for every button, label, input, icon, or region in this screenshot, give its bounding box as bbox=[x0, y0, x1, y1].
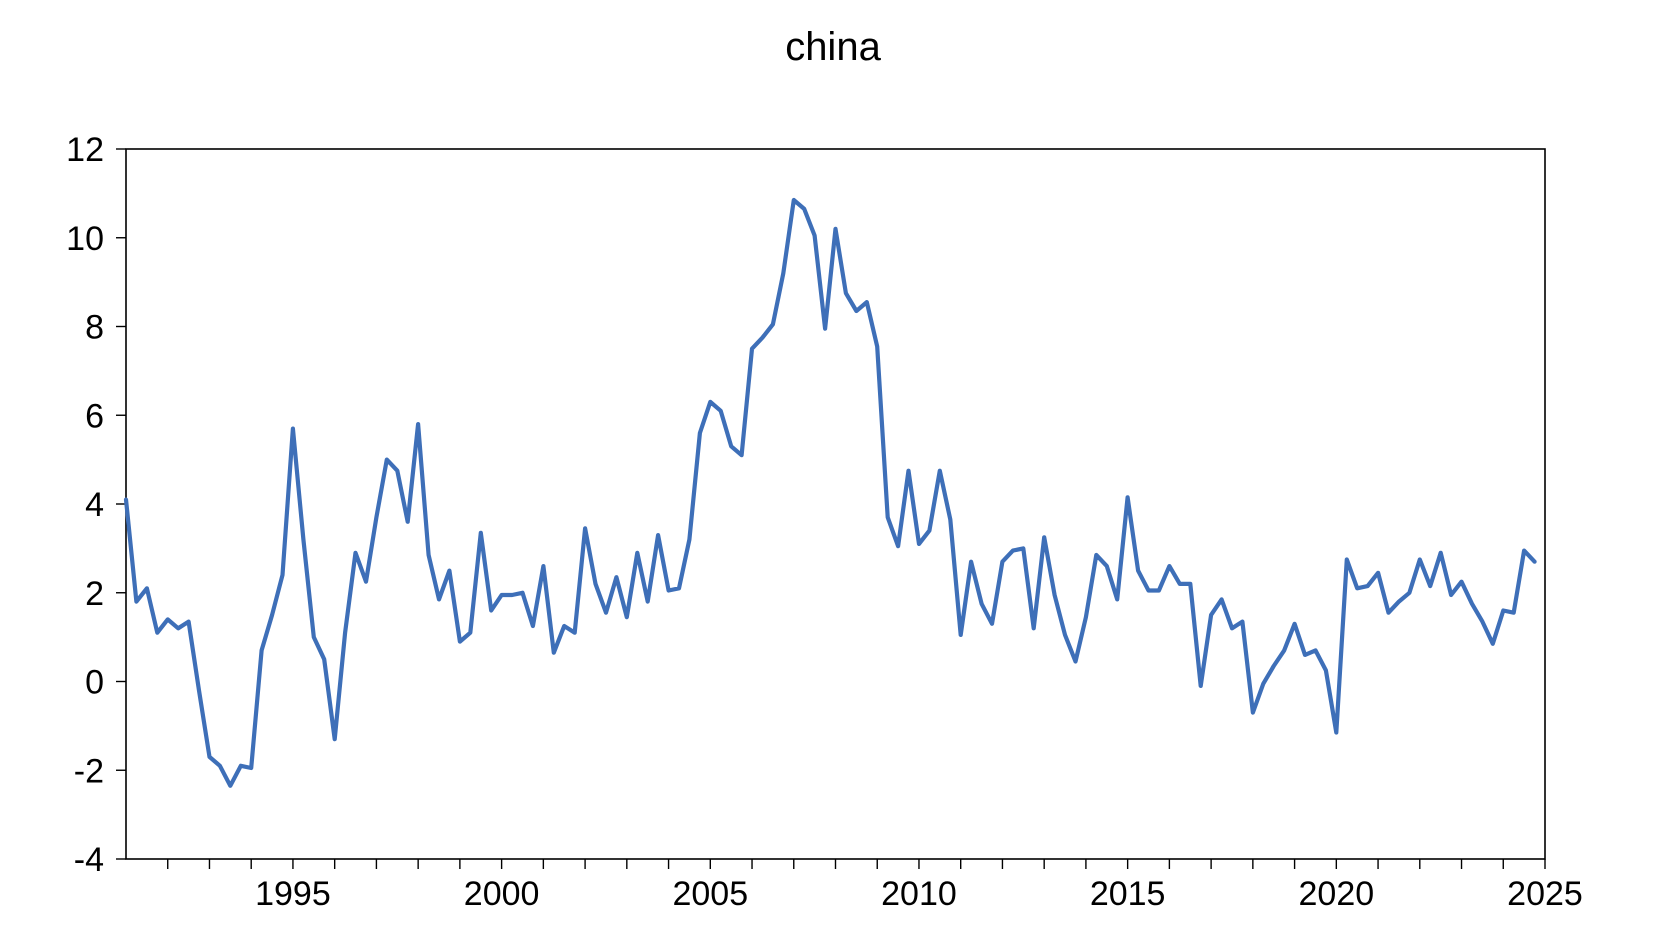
x-axis: 1995 2000 2005 2010 2015 2020 2025 bbox=[167, 859, 1583, 913]
x-tick-label: 2020 bbox=[1299, 875, 1375, 913]
chart-title: china bbox=[785, 25, 881, 69]
y-tick-label: -2 bbox=[74, 752, 104, 790]
series-line bbox=[123, 197, 1537, 788]
x-tick-label: 2000 bbox=[464, 875, 540, 913]
y-tick-label: 2 bbox=[85, 575, 104, 613]
x-tick-label: 1995 bbox=[255, 875, 331, 913]
y-tick-label: 10 bbox=[66, 220, 104, 258]
plot-frame bbox=[125, 148, 1546, 860]
y-tick-label: 8 bbox=[85, 309, 104, 347]
x-tick-label: 2010 bbox=[881, 875, 957, 913]
y-tick-label: 0 bbox=[85, 664, 104, 702]
y-axis: -4 -2 0 2 4 6 8 10 12 bbox=[66, 131, 126, 879]
x-tick-label: 2005 bbox=[672, 875, 748, 913]
y-tick-label: 12 bbox=[66, 131, 104, 169]
series-group bbox=[123, 197, 1537, 788]
y-tick-label: 4 bbox=[85, 486, 104, 524]
x-tick-label: 2015 bbox=[1090, 875, 1166, 913]
y-tick-label: -4 bbox=[74, 841, 104, 879]
y-tick-label: 6 bbox=[85, 397, 104, 435]
x-tick-label: 2025 bbox=[1507, 875, 1583, 913]
